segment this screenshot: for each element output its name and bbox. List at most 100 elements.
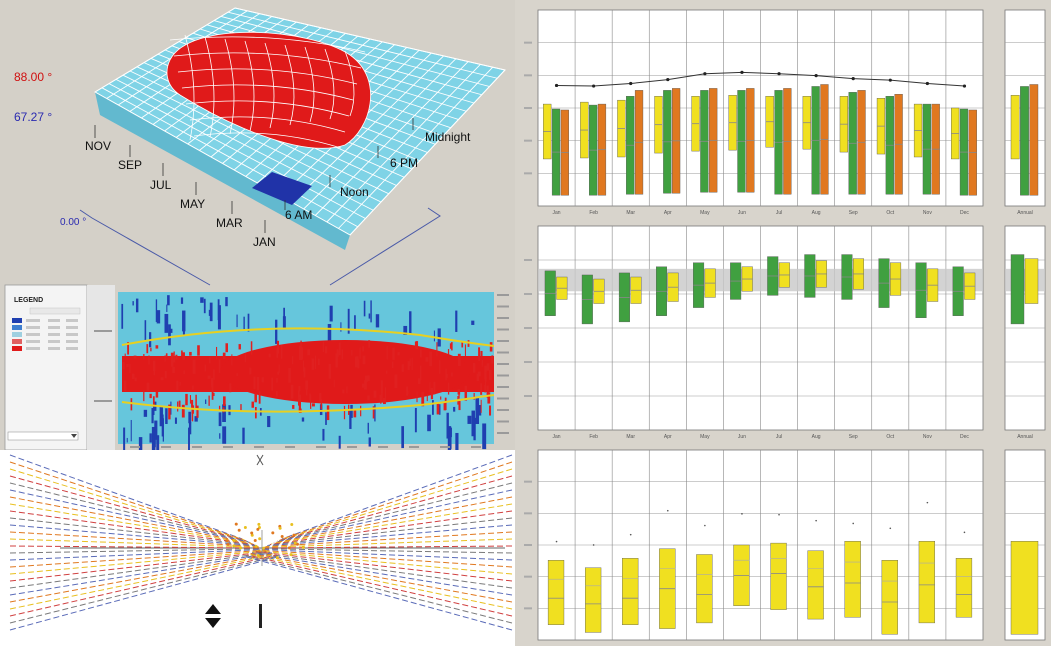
cold-streak xyxy=(188,427,190,452)
hot-streak xyxy=(309,393,311,401)
hot-streak xyxy=(277,371,280,375)
hot-streak xyxy=(175,354,178,360)
hot-streak xyxy=(372,406,375,419)
cold-streak xyxy=(368,437,371,447)
hot-streak xyxy=(324,346,328,354)
x-tick-label: Jan xyxy=(553,210,561,216)
cold-streak xyxy=(166,304,168,312)
monthly-chart-top: Jan Feb Mar Apr May Jun Jul Aug Sep Oct Nov Dec Annu… xyxy=(524,9,1046,216)
cold-streak xyxy=(126,437,128,443)
y-tick-label xyxy=(497,328,509,331)
hot-streak xyxy=(225,343,228,353)
hot-streak xyxy=(464,385,468,401)
cold-streak xyxy=(349,410,352,429)
sun-path-line xyxy=(281,454,513,540)
hot-streak xyxy=(231,354,233,366)
chevron-down-icon[interactable] xyxy=(71,434,77,438)
cold-streak xyxy=(200,297,204,303)
sun-path-line xyxy=(9,549,267,568)
cold-streak xyxy=(144,320,147,342)
hot-streak xyxy=(133,355,137,359)
hot-streak xyxy=(250,341,253,355)
cold-streak xyxy=(350,404,353,418)
y-tick-label xyxy=(497,305,509,308)
outlier-dot xyxy=(926,501,929,504)
hot-streak xyxy=(457,353,461,366)
hot-streak xyxy=(311,403,315,407)
hot-streak xyxy=(443,401,447,411)
hot-streak xyxy=(191,399,194,410)
y-tick-label xyxy=(524,575,532,578)
sun-hour-dot xyxy=(225,539,229,543)
average-point xyxy=(629,81,633,86)
sun-hour-dot xyxy=(258,537,262,541)
y-tick-label xyxy=(524,139,532,142)
sun-path-line xyxy=(9,548,264,554)
hot-streak xyxy=(379,394,383,402)
cold-streak xyxy=(130,419,132,442)
legend-select[interactable] xyxy=(7,431,79,441)
sun-hour-dot xyxy=(256,553,260,557)
row-label xyxy=(94,400,112,402)
legend-text-bar xyxy=(66,347,78,350)
y-tick-label xyxy=(524,395,532,397)
legend-text-bar xyxy=(26,319,40,322)
sun-hour-dot xyxy=(237,528,241,532)
y-tick-label xyxy=(524,361,532,363)
hot-streak xyxy=(409,358,411,367)
row-label xyxy=(94,330,112,332)
hot-streak xyxy=(338,342,341,356)
hot-mesh-line xyxy=(324,48,335,120)
hot-mesh-line xyxy=(181,84,354,101)
sun-path-line xyxy=(9,550,268,575)
hot-streak xyxy=(276,340,280,354)
hot-streak xyxy=(436,342,438,357)
annual-heatmap xyxy=(94,292,509,461)
cold-streak xyxy=(329,305,333,322)
hot-streak xyxy=(168,404,171,420)
hot-streak xyxy=(155,345,159,349)
hot-streak xyxy=(178,400,181,409)
sun-hour-dot xyxy=(234,522,238,526)
hot-streak xyxy=(149,393,152,399)
cold-streak xyxy=(455,310,458,332)
hot-streak xyxy=(155,391,159,398)
x-tick-label: Jul xyxy=(776,210,782,216)
hot-streak xyxy=(249,367,252,375)
hot-streak xyxy=(420,365,422,381)
surface-mesh-line xyxy=(338,66,494,229)
hot-streak xyxy=(491,355,494,364)
sun-path-line xyxy=(9,554,277,617)
legend-swatch xyxy=(12,339,22,344)
hot-streak xyxy=(480,350,483,357)
cold-streak xyxy=(208,309,213,316)
average-point xyxy=(777,72,781,76)
legend-swatch xyxy=(12,332,22,337)
sun-path-line xyxy=(9,531,259,548)
hot-streak xyxy=(489,405,492,416)
hot-streak xyxy=(447,382,450,395)
sun-hour-dot xyxy=(301,545,305,549)
up-down-arrows-icon[interactable] xyxy=(205,604,221,628)
hot-streak xyxy=(123,380,127,392)
hot-streak xyxy=(191,407,194,422)
hot-streak xyxy=(275,390,278,397)
y-tick-label xyxy=(524,74,532,77)
hot-streak xyxy=(484,385,487,393)
hot-streak xyxy=(196,405,199,418)
y-tick-label xyxy=(497,409,509,411)
y-tick-label xyxy=(524,293,532,295)
month-label-jan: JAN xyxy=(253,235,276,249)
cold-streak xyxy=(282,316,286,329)
average-point xyxy=(851,77,855,81)
average-point xyxy=(703,72,707,76)
x-tick-label xyxy=(347,446,357,448)
x-tick-label: Dec xyxy=(960,210,969,216)
sun-hour-dot xyxy=(232,544,236,548)
sun-path-line xyxy=(269,510,513,545)
sun-path-line xyxy=(254,551,513,582)
cold-streak xyxy=(401,426,405,449)
average-point xyxy=(888,78,892,82)
hot-streak xyxy=(457,389,461,395)
hot-streak xyxy=(208,357,211,364)
